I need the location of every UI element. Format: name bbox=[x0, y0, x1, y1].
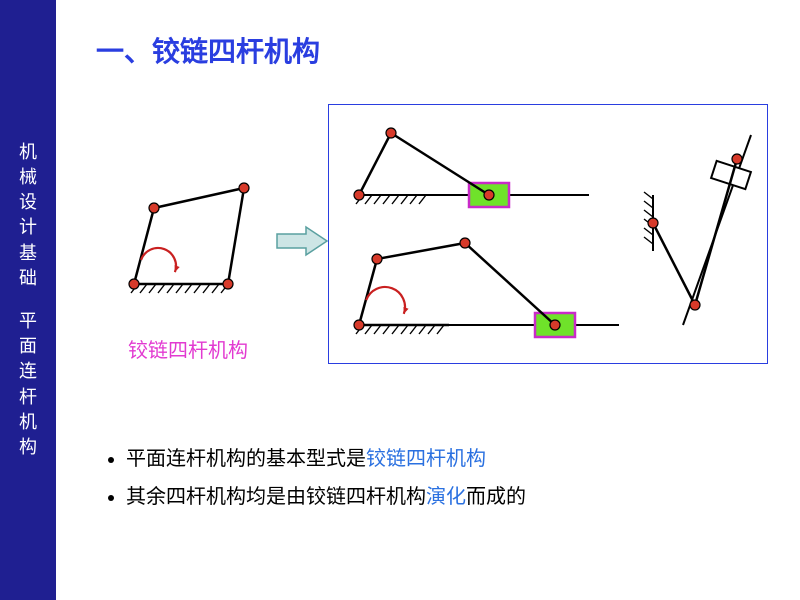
sidebar-char: 连 bbox=[19, 359, 37, 384]
diagram-area: 铰链四杆机构 bbox=[88, 94, 768, 414]
oscillating-slider-diagram bbox=[639, 131, 779, 341]
sidebar-char: 机 bbox=[19, 140, 37, 165]
bullet-highlight: 演化 bbox=[426, 486, 466, 508]
bullet-item: 其余四杆机构均是由铰链四杆机构演化而成的 bbox=[126, 478, 768, 516]
page-root: 机械设计基础平面连杆机构 一、铰链四杆机构 铰链四杆机构 平面连杆机构的基本型式… bbox=[0, 0, 800, 600]
bullet-list: 平面连杆机构的基本型式是铰链四杆机构其余四杆机构均是由铰链四杆机构演化而成的 bbox=[98, 440, 768, 516]
main-content: 一、铰链四杆机构 铰链四杆机构 平面连杆机构的基本型式是铰链四杆机构其余四杆机构… bbox=[56, 0, 800, 600]
fourbar-caption: 铰链四杆机构 bbox=[128, 334, 248, 363]
transform-arrow-icon bbox=[274, 224, 330, 258]
sidebar-char: 机 bbox=[19, 410, 37, 435]
page-title: 一、铰链四杆机构 bbox=[96, 30, 768, 70]
fourbar-linkage-diagram bbox=[114, 154, 274, 314]
bullet-text: 其余四杆机构均是由铰链四杆机构 bbox=[126, 486, 426, 508]
sidebar-char: 面 bbox=[19, 334, 37, 359]
sidebar-char: 计 bbox=[19, 215, 37, 240]
slider-crank-2-diagram bbox=[349, 225, 629, 365]
bullet-text: 而成的 bbox=[466, 486, 526, 508]
sidebar-char: 设 bbox=[19, 190, 37, 215]
sidebar-char: 械 bbox=[19, 165, 37, 190]
bullet-item: 平面连杆机构的基本型式是铰链四杆机构 bbox=[126, 440, 768, 478]
sidebar-char: 础 bbox=[19, 266, 37, 291]
sidebar-char: 基 bbox=[19, 241, 37, 266]
bullet-highlight: 铰链四杆机构 bbox=[366, 448, 486, 470]
sidebar-char: 平 bbox=[19, 309, 37, 334]
derived-mechanisms-box bbox=[328, 104, 768, 364]
sidebar-char: 构 bbox=[19, 435, 37, 460]
bullet-text: 平面连杆机构的基本型式是 bbox=[126, 448, 366, 470]
sidebar-char: 杆 bbox=[19, 385, 37, 410]
sidebar: 机械设计基础平面连杆机构 bbox=[0, 0, 56, 600]
